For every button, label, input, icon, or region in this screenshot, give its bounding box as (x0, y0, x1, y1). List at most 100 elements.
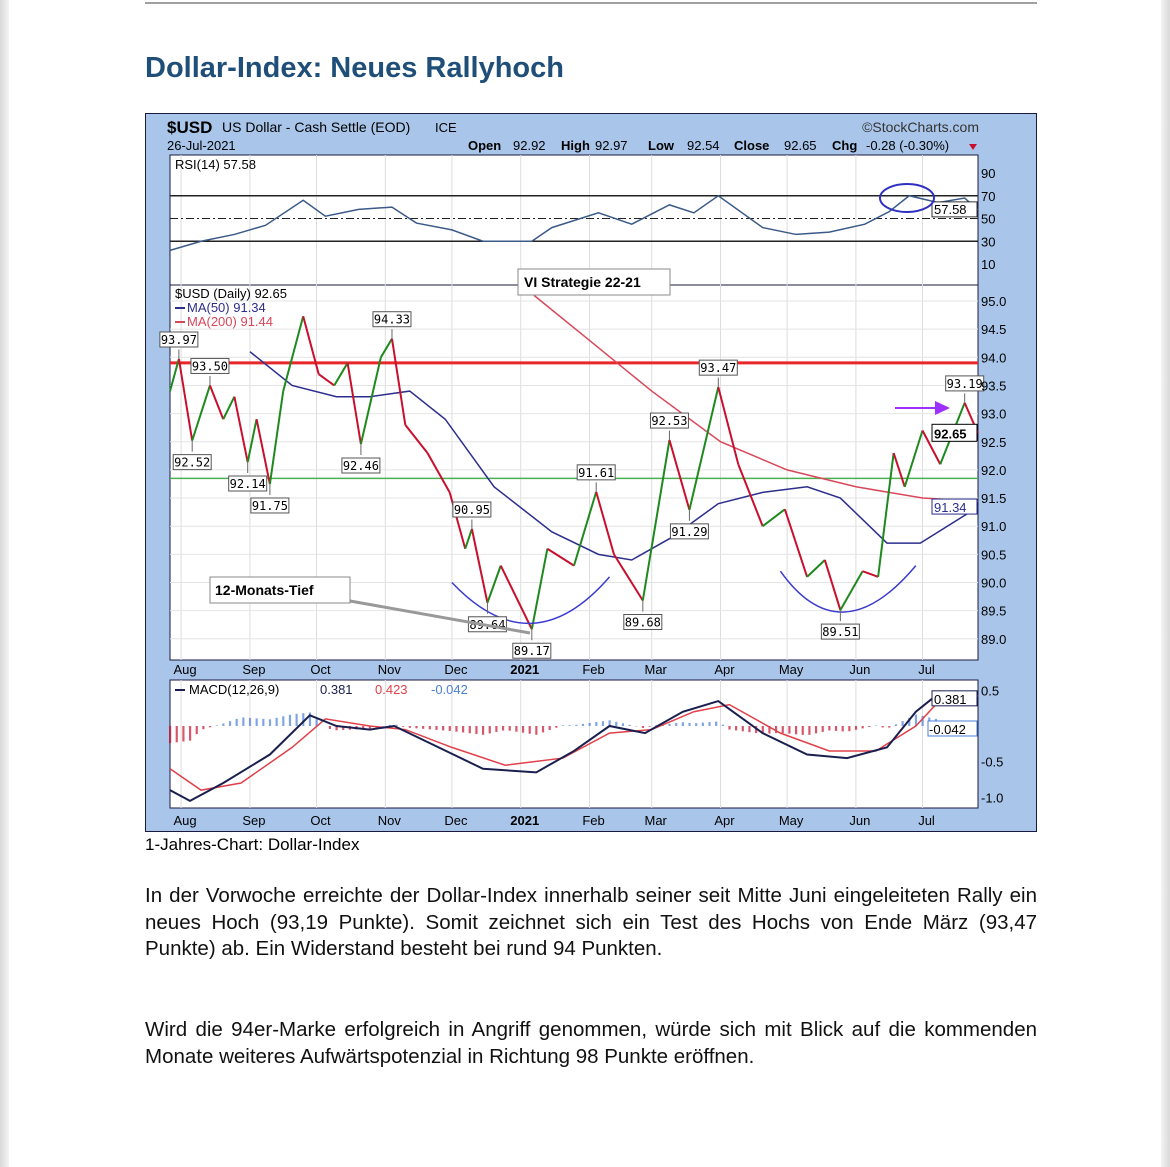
macd-histogram-bar (508, 726, 511, 731)
macd-histogram-bar (428, 726, 431, 730)
price-segment (921, 430, 942, 465)
macd-histogram-bar (422, 726, 425, 729)
x-tick-label: May (779, 662, 804, 677)
macd-histogram-bar (222, 723, 225, 726)
dollar-index-chart: $USD US Dollar - Cash Settle (EOD) ICE ©… (145, 113, 1037, 832)
ma200-legend: MA(200) 91.44 (187, 314, 273, 329)
price-segment (892, 452, 906, 488)
price-segment (641, 439, 671, 601)
macd-histogram-bar (475, 726, 478, 735)
macd-histogram-bar (761, 726, 764, 734)
macd-histogram-bar (701, 722, 704, 726)
x-tick-label: Feb (582, 662, 604, 677)
macd-histogram-bar (481, 726, 485, 735)
price-annotation-box (172, 454, 212, 471)
price-segment (346, 362, 362, 445)
rsi-panel (169, 154, 979, 286)
price-segment (390, 338, 407, 426)
chg-label: Chg (832, 138, 857, 153)
chart-date: 26-Jul-2021 (167, 138, 236, 153)
macd-histogram-bar (888, 726, 891, 728)
macd-histogram-bar (908, 717, 911, 726)
price-annotation: 93.97 (159, 331, 199, 348)
macd-histogram-bar (735, 726, 738, 731)
price-annotation: 92.46 (341, 457, 381, 474)
chart-exchange: ICE (435, 120, 457, 135)
macd-histogram-bar (282, 716, 285, 726)
price-segment (499, 565, 533, 630)
macd-histogram-bar (402, 726, 405, 727)
price-annotation-box (372, 311, 412, 328)
macd-histogram-bar (342, 726, 345, 730)
macd-histogram-bar (462, 726, 465, 733)
price-annotation: 93.50 (190, 357, 230, 374)
macd-histogram-bar (262, 718, 265, 726)
macd-histogram-bar (781, 726, 784, 734)
macd-y-tick-label: -0.5 (981, 755, 1003, 770)
macd-histogram-bar (715, 721, 718, 726)
macd-histogram-bar (581, 723, 585, 726)
price-segment (862, 570, 879, 578)
price-panel (169, 284, 979, 661)
price-annotation: 92.53 (649, 412, 689, 429)
macd-histogram-bar (768, 726, 771, 734)
x-tick-label: Apr (714, 813, 735, 828)
macd-histogram-bar (268, 719, 272, 726)
macd-histogram-bar (881, 726, 884, 728)
macd-histogram-bar (868, 726, 871, 727)
macd-histogram-bar (295, 713, 298, 726)
price-segment (282, 315, 305, 392)
macd-histogram-bar (848, 726, 851, 732)
macd-histogram-bar (248, 717, 252, 726)
macd-histogram-bar (435, 726, 438, 730)
rsi-y-tick-label: 10 (981, 257, 995, 272)
macd-histogram-bar (308, 712, 312, 726)
macd-last-value-box (931, 690, 978, 707)
price-annotation-box (250, 497, 290, 514)
price-annotation: 89.51 (820, 623, 860, 640)
x-tick-label: Oct (310, 813, 331, 828)
price-annotation-label: 92.14 (230, 477, 266, 491)
ma50-legend: MA(50) 91.34 (187, 300, 266, 315)
price-segment (903, 430, 924, 488)
x-tick-label: May (779, 813, 804, 828)
price-segment (486, 565, 502, 604)
x-tick-label: Dec (444, 813, 468, 828)
price-segment (209, 385, 225, 420)
rsi-y-tick-label: 50 (981, 212, 995, 227)
price-annotation-label: 91.29 (671, 525, 707, 539)
price-annotation-label: 94.33 (374, 313, 410, 327)
chg-value: -0.28 (-0.30%) (866, 138, 949, 153)
macd-histogram-bar (901, 721, 904, 726)
price-segment (530, 548, 549, 630)
price-last-value: 92.65 (934, 426, 967, 441)
x-tick-label: Mar (644, 813, 667, 828)
price-annotation-box (341, 457, 381, 474)
price-segment (595, 491, 615, 555)
macd-histogram-bar (242, 717, 245, 726)
macd-histogram-bar (328, 726, 332, 729)
price-y-tick-label: 92.0 (981, 463, 1006, 478)
price-segment (191, 385, 211, 441)
rsi-highlight-circle (879, 183, 935, 213)
price-annotation: 93.19 (945, 375, 985, 392)
macd-histogram-bar (468, 726, 471, 734)
price-segment (668, 439, 691, 511)
price-annotation-box (452, 501, 492, 518)
price-segment (470, 528, 489, 603)
macd-histogram-bar (621, 723, 625, 726)
macd-histogram-bar (528, 726, 531, 734)
price-annotation-label: 93.47 (700, 361, 736, 375)
price-segment (823, 559, 842, 611)
price-segment (426, 452, 451, 493)
rsi-last-value-box (931, 201, 978, 218)
macd-legend-value: 0.381 (320, 682, 353, 697)
price-segment (737, 463, 764, 527)
macd-histogram-bar (175, 726, 178, 743)
macd-histogram-bar (834, 726, 838, 731)
price-annotation-label: 89.17 (514, 644, 550, 658)
price-segment (169, 358, 180, 392)
open-value: 92.92 (513, 138, 546, 153)
close-value: 92.65 (784, 138, 817, 153)
x-tick-label: Jun (849, 813, 870, 828)
